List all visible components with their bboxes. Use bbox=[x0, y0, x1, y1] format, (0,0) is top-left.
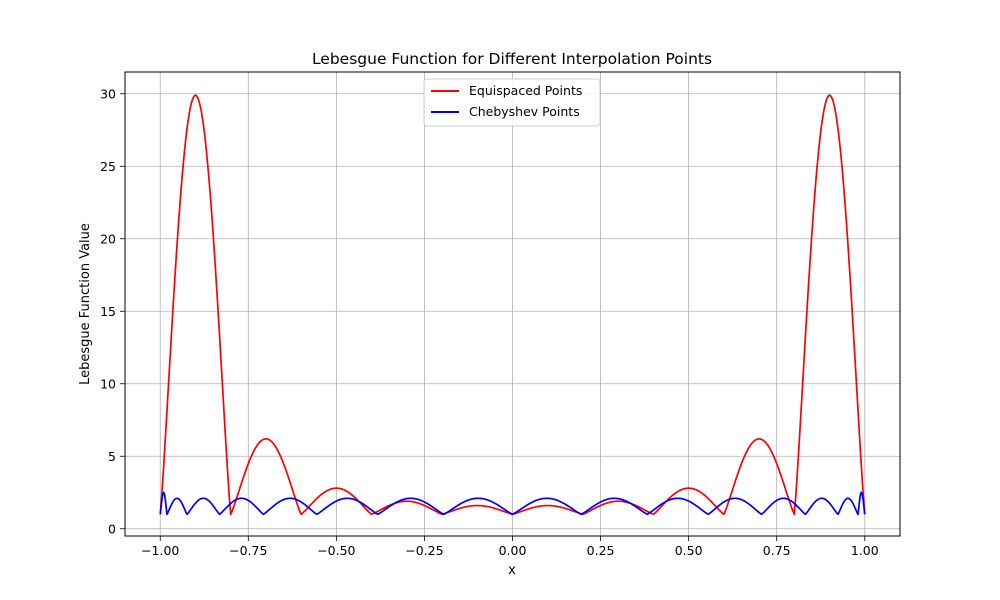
legend-box bbox=[423, 78, 601, 127]
legend-label-equispaced: Equispaced Points bbox=[469, 83, 582, 98]
x-tick-label: 0.00 bbox=[499, 543, 527, 558]
y-tick-label: 0 bbox=[108, 521, 116, 536]
x-tick-label: 0.50 bbox=[675, 543, 703, 558]
series-group bbox=[159, 94, 866, 516]
x-tick-label: 0.75 bbox=[763, 543, 791, 558]
x-tick-label: −1.00 bbox=[141, 543, 179, 558]
y-tick-label: 20 bbox=[100, 231, 116, 246]
x-tick-label: −0.50 bbox=[317, 543, 355, 558]
y-tick-label: 25 bbox=[100, 159, 116, 174]
y-tick-label: 15 bbox=[100, 304, 116, 319]
y-tick-label: 30 bbox=[100, 86, 116, 101]
series-line-chebyshev bbox=[159, 491, 866, 516]
legend: Equispaced Points Chebyshev Points bbox=[423, 78, 601, 127]
y-axis: 0 5 10 15 20 25 30 bbox=[100, 86, 125, 536]
x-axis-label: x bbox=[508, 563, 516, 578]
chart-title: Lebesgue Function for Different Interpol… bbox=[312, 50, 712, 68]
x-tick-label: −0.25 bbox=[405, 543, 443, 558]
x-tick-label: 0.25 bbox=[587, 543, 615, 558]
x-axis: −1.00 −0.75 −0.50 −0.25 0.00 0.25 0.50 0.75 1.00 bbox=[141, 536, 879, 558]
grid bbox=[125, 72, 900, 536]
x-tick-label: 1.00 bbox=[851, 543, 879, 558]
y-tick-label: 5 bbox=[108, 449, 116, 464]
x-tick-label: −0.75 bbox=[229, 543, 267, 558]
legend-label-chebyshev: Chebyshev Points bbox=[469, 104, 580, 119]
y-tick-label: 10 bbox=[100, 376, 116, 391]
y-axis-label: Lebesgue Function Value bbox=[78, 223, 93, 385]
